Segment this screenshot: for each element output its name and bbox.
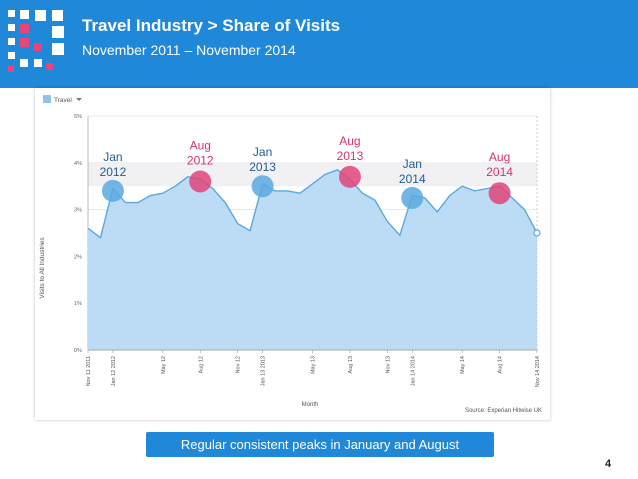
peak-month-label: Jan bbox=[403, 157, 422, 171]
x-tick-label: Aug 13 bbox=[348, 356, 354, 373]
jan-peak-marker bbox=[101, 179, 124, 202]
jan-peak-marker bbox=[401, 186, 424, 209]
x-tick-label: Nov 14 2014 bbox=[535, 356, 541, 387]
aug-peak-marker bbox=[338, 165, 361, 188]
peak-month-label: Jan bbox=[253, 145, 272, 159]
highlight-band bbox=[88, 162, 537, 187]
peak-year-label: 2013 bbox=[337, 149, 364, 163]
x-tick-label: Jan 12 2012 bbox=[111, 356, 117, 386]
x-tick-label: May 14 bbox=[460, 356, 466, 374]
peak-year-label: 2014 bbox=[486, 165, 513, 179]
x-tick-label: Aug 14 bbox=[498, 356, 504, 373]
aug-peak-marker bbox=[488, 182, 511, 205]
travel-area bbox=[88, 169, 537, 350]
x-tick-label: Jan 14 2014 bbox=[410, 356, 416, 386]
page-number: 4 bbox=[605, 458, 612, 470]
y-tick-label: 0% bbox=[74, 348, 82, 354]
x-axis-title: Month bbox=[302, 402, 319, 408]
key-insight-banner: Regular consistent peaks in January and … bbox=[146, 432, 494, 457]
y-tick-label: 4% bbox=[74, 161, 82, 167]
slide-title: Travel Industry > Share of Visits bbox=[82, 16, 341, 35]
x-tick-label: Nov 12 bbox=[236, 356, 242, 373]
x-tick-label: Aug 12 bbox=[198, 356, 204, 373]
peak-month-label: Aug bbox=[489, 150, 510, 164]
y-tick-label: 2% bbox=[74, 254, 82, 260]
peak-month-label: Aug bbox=[190, 139, 211, 153]
legend-swatch bbox=[43, 95, 51, 103]
company-logo-icon bbox=[8, 10, 64, 72]
slide-subtitle: November 2011 – November 2014 bbox=[82, 42, 296, 58]
peak-month-label: Aug bbox=[339, 134, 360, 148]
share-of-visits-chart: Travel 0% 1% 2% 3% 4% 5% Nov 11 2011 Jan 12 201… bbox=[39, 95, 542, 414]
end-point-marker bbox=[533, 229, 541, 237]
y-tick-label: 1% bbox=[74, 301, 82, 307]
source-note: Source: Experian Hitwise UK bbox=[465, 408, 542, 414]
peak-year-label: 2012 bbox=[100, 165, 127, 179]
legend-dropdown-icon[interactable] bbox=[76, 98, 82, 101]
peak-year-label: 2012 bbox=[187, 154, 214, 168]
travel-line bbox=[87, 169, 538, 239]
peak-year-label: 2014 bbox=[399, 172, 426, 186]
x-tick-label: Jan 13 2013 bbox=[261, 356, 267, 386]
peak-month-label: Jan bbox=[103, 150, 122, 164]
jan-peak-marker bbox=[251, 175, 274, 198]
x-tick-label: May 13 bbox=[311, 356, 317, 374]
x-tick-label: Nov 13 bbox=[385, 356, 391, 373]
x-tick-label: May 12 bbox=[161, 356, 167, 374]
peak-year-label: 2013 bbox=[249, 160, 276, 174]
y-tick-label: 5% bbox=[74, 114, 82, 120]
x-tick-label: Nov 11 2011 bbox=[86, 356, 92, 386]
slide-header: Travel Industry > Share of Visits Novemb… bbox=[0, 0, 638, 88]
y-tick-label: 3% bbox=[74, 208, 82, 214]
legend-label: Travel bbox=[54, 97, 72, 104]
aug-peak-marker bbox=[189, 170, 212, 193]
y-axis-title: Visits to All Industries bbox=[39, 237, 46, 299]
